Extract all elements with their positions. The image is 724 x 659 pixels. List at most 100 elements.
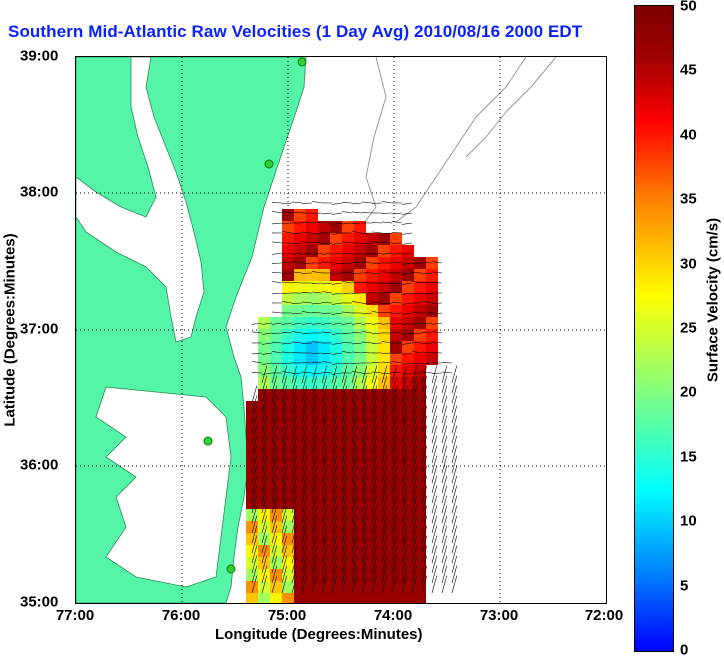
velocity-cell <box>366 545 378 557</box>
velocity-arrow <box>401 535 408 554</box>
velocity-cell <box>342 221 354 233</box>
velocity-cell <box>258 593 270 603</box>
velocity-arrow <box>342 311 353 314</box>
y-tick-label: 35:00 <box>20 593 59 611</box>
velocity-arrow <box>441 525 448 544</box>
velocity-arrow <box>402 302 413 305</box>
velocity-arrow <box>341 272 353 274</box>
velocity-cell <box>426 329 438 341</box>
velocity-arrow <box>322 331 333 334</box>
velocity-arrow <box>332 322 343 325</box>
velocity-cell <box>354 425 366 437</box>
velocity-arrow <box>351 365 358 384</box>
velocity-arrow <box>252 331 263 334</box>
velocity-arrow <box>391 525 398 544</box>
velocity-arrow <box>271 465 278 484</box>
velocity-arrow <box>351 405 358 424</box>
velocity-cell <box>246 569 258 581</box>
velocity-cell <box>378 521 390 533</box>
velocity-arrow <box>371 405 378 424</box>
velocity-cell <box>246 593 258 603</box>
velocity-arrow <box>332 202 343 205</box>
velocity-cell <box>306 461 318 473</box>
velocity-arrow <box>441 475 448 494</box>
y-tick-label: 39:00 <box>20 47 59 65</box>
velocity-arrow <box>332 232 343 235</box>
velocity-arrow <box>281 525 288 544</box>
velocity-cell <box>282 305 294 317</box>
velocity-arrow <box>321 302 333 304</box>
velocity-cell <box>270 425 282 437</box>
velocity-arrow <box>422 301 433 304</box>
velocity-arrow <box>281 475 288 494</box>
velocity-cell <box>282 509 294 521</box>
velocity-arrow <box>341 555 348 574</box>
velocity-arrow <box>362 252 373 255</box>
velocity-arrow <box>451 515 458 534</box>
velocity-arrow <box>451 465 458 484</box>
velocity-arrow <box>331 405 338 424</box>
velocity-arrow <box>451 405 458 424</box>
velocity-arrow <box>421 525 428 544</box>
velocity-cell <box>258 329 270 341</box>
velocity-arrow <box>431 425 438 444</box>
velocity-arrow <box>361 525 368 544</box>
velocity-arrow <box>301 505 308 524</box>
velocity-arrow <box>262 332 273 335</box>
velocity-cell <box>402 413 414 425</box>
velocity-arrow <box>402 312 413 315</box>
velocity-cell <box>330 233 342 245</box>
velocity-arrow <box>421 415 428 434</box>
velocity-arrow <box>422 351 433 354</box>
velocity-arrow <box>401 565 408 584</box>
velocity-arrow <box>281 385 288 404</box>
velocity-arrow <box>421 445 428 464</box>
velocity-cell <box>246 461 258 473</box>
velocity-cell <box>414 293 426 305</box>
velocity-arrow <box>331 455 338 474</box>
velocity-arrow <box>301 445 308 464</box>
velocity-arrow <box>251 525 258 544</box>
velocity-cell <box>282 221 294 233</box>
velocity-arrow <box>321 232 333 234</box>
velocity-arrow <box>401 455 408 474</box>
velocity-arrow <box>251 495 258 514</box>
velocity-cell <box>378 485 390 497</box>
velocity-arrow <box>381 555 388 574</box>
velocity-arrow <box>261 475 268 494</box>
velocity-cell <box>366 473 378 485</box>
velocity-cell <box>258 581 270 593</box>
velocity-arrow <box>352 371 363 374</box>
velocity-cell <box>330 329 342 341</box>
chesapeake-bay <box>76 57 205 343</box>
velocity-arrow <box>331 515 338 534</box>
velocity-arrow <box>351 435 358 454</box>
velocity-arrow <box>341 455 348 474</box>
velocity-arrow <box>432 322 443 325</box>
velocity-arrow <box>402 352 413 355</box>
velocity-arrow <box>361 282 373 284</box>
velocity-arrow <box>411 425 418 444</box>
velocity-arrow <box>262 352 273 355</box>
velocity-arrow <box>341 565 348 584</box>
velocity-arrow <box>271 222 283 225</box>
velocity-cell <box>258 353 270 365</box>
velocity-cell <box>294 245 306 257</box>
velocity-arrow <box>441 535 448 554</box>
velocity-arrow <box>362 341 373 344</box>
velocity-arrow <box>291 415 298 434</box>
velocity-arrow <box>451 365 458 384</box>
velocity-arrow <box>411 365 418 384</box>
velocity-arrow <box>341 525 348 544</box>
velocity-arrow <box>331 475 338 494</box>
velocity-arrow <box>421 425 428 444</box>
velocity-cell <box>378 461 390 473</box>
velocity-arrow <box>431 445 438 464</box>
velocity-arrow <box>441 365 448 384</box>
velocity-arrow <box>431 565 438 584</box>
velocity-arrow <box>261 515 268 534</box>
velocity-cell <box>258 425 270 437</box>
velocity-arrow <box>291 365 298 384</box>
velocity-cell <box>378 365 390 377</box>
velocity-arrow <box>371 565 378 584</box>
